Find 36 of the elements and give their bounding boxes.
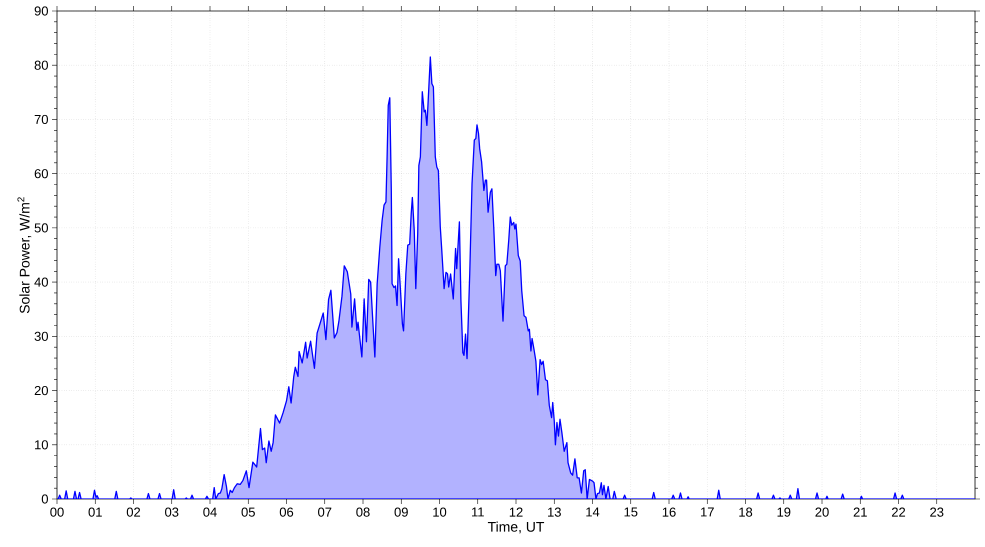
x-tick-label: 16: [662, 508, 676, 517]
x-tick-label: 04: [203, 508, 217, 517]
y-tick-label: 20: [34, 386, 48, 396]
x-axis-title: Time, UT: [488, 522, 544, 534]
x-tick-label: 23: [930, 508, 944, 517]
x-tick-label: 19: [778, 508, 790, 517]
x-tick-label: 10: [433, 508, 446, 517]
x-tick-label: 17: [701, 508, 714, 516]
y-axis-title: Solar Power, W/m$^{2}$: [17, 197, 32, 314]
x-tick-label: 21: [854, 508, 867, 517]
x-tick-label: 13: [548, 508, 561, 517]
x-tick-label: 06: [280, 508, 294, 517]
x-tick-label: 02: [126, 508, 140, 517]
x-tick-label: 11: [472, 508, 484, 516]
x-tick-label: 12: [510, 508, 523, 517]
x-tick-label: 05: [242, 508, 255, 517]
x-tick-label: 14: [586, 508, 600, 516]
y-tick-label: 80: [34, 60, 48, 70]
y-tick-label: 30: [34, 332, 48, 341]
y-tick-label: 10: [35, 440, 48, 450]
x-tick-label: 18: [739, 508, 752, 517]
x-tick-label: 08: [356, 508, 370, 517]
x-tick-label: 15: [624, 508, 638, 517]
y-tick-label: 60: [34, 169, 48, 178]
y-tick-label: 90: [34, 6, 48, 16]
x-tick-label: 22: [892, 508, 906, 517]
x-tick-label: 03: [165, 508, 178, 517]
y-tick-label: 0: [42, 494, 48, 504]
x-tick-label: 20: [815, 508, 829, 517]
x-tick-label: 07: [318, 508, 332, 517]
y-tick-label: 50: [34, 223, 48, 232]
y-tick-label: 70: [34, 114, 48, 124]
x-tick-label: 09: [394, 508, 408, 517]
x-tick-label: 01: [88, 508, 102, 517]
y-tick-label: 40: [34, 278, 48, 287]
x-tick-label: 00: [50, 508, 64, 517]
